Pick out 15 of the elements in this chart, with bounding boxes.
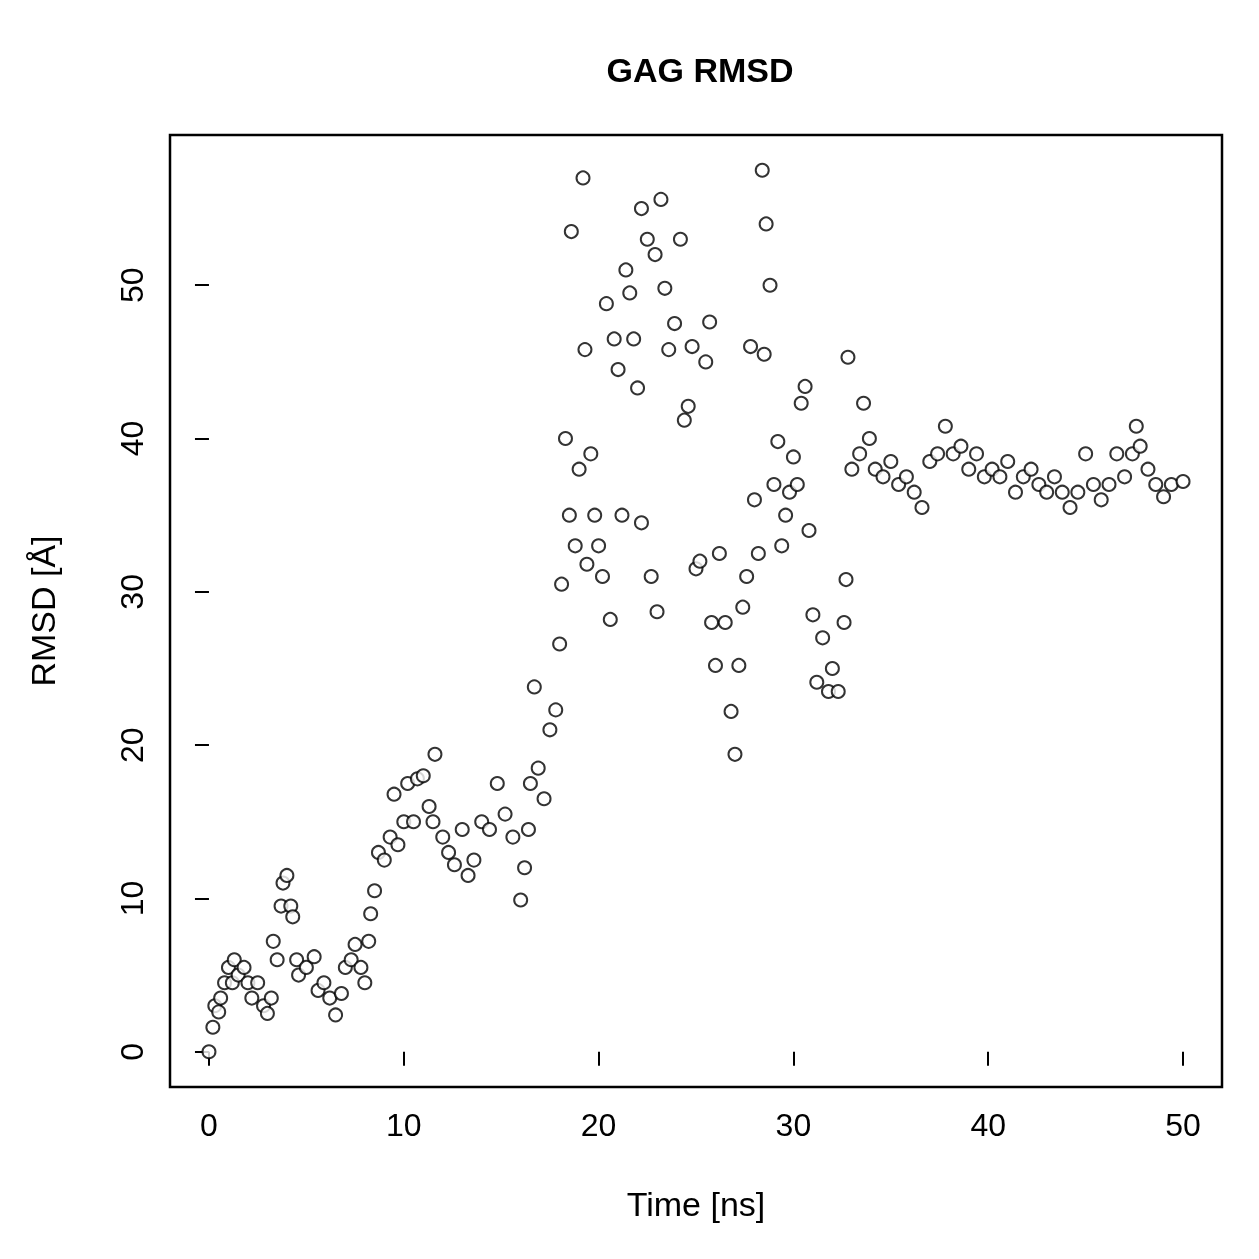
x-tick-label: 10: [385, 1107, 422, 1143]
y-tick-label: 30: [114, 574, 150, 610]
chart-title: GAG RMSD: [606, 51, 794, 89]
x-tick-label: 0: [200, 1107, 218, 1143]
x-axis-title: Time [ns]: [626, 1185, 766, 1223]
x-tick-label: 30: [775, 1107, 812, 1143]
y-axis-title: RMSD [Å]: [24, 535, 62, 687]
y-tick-label: 20: [114, 727, 150, 763]
x-tick-label: 20: [580, 1107, 617, 1143]
y-tick-label: 10: [114, 880, 150, 917]
y-tick-label: 0: [114, 1042, 150, 1061]
x-tick-label: 50: [1165, 1107, 1201, 1143]
y-tick-label: 50: [114, 267, 150, 304]
x-tick-label: 40: [970, 1107, 1007, 1143]
y-tick-label: 40: [114, 420, 150, 457]
